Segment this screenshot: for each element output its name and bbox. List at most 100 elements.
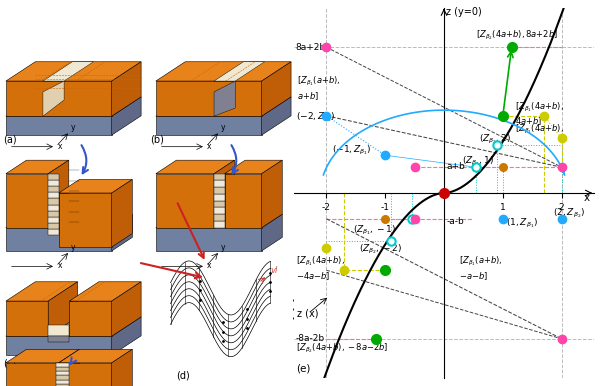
Polygon shape <box>6 97 141 116</box>
Text: $[Z_{\beta_1}(a{+}b),$
$a{+}b]$: $[Z_{\beta_1}(a{+}b),$ $a{+}b]$ <box>297 75 341 102</box>
Bar <box>48 217 59 223</box>
Polygon shape <box>112 62 141 116</box>
Polygon shape <box>6 160 69 174</box>
Text: (e): (e) <box>296 363 310 373</box>
Bar <box>48 180 59 186</box>
Text: x: x <box>207 142 212 151</box>
Text: $(2, Z_{\beta_2})$: $(2, Z_{\beta_2})$ <box>553 207 585 220</box>
Bar <box>214 187 224 194</box>
Polygon shape <box>262 160 282 228</box>
Text: -a-b: -a-b <box>447 217 464 226</box>
Text: x: x <box>584 193 590 203</box>
Polygon shape <box>48 282 77 336</box>
Bar <box>214 221 224 228</box>
Text: y: y <box>71 347 76 356</box>
Polygon shape <box>6 174 48 228</box>
Bar <box>214 181 224 187</box>
Text: $[Z_{\beta_1}(4a{+}b),$: $[Z_{\beta_1}(4a{+}b),$ <box>515 123 563 136</box>
Polygon shape <box>6 317 141 336</box>
Text: $[Z_{\beta_1}(4a{+}b),$
$4a{+}b]$: $[Z_{\beta_1}(4a{+}b),$ $4a{+}b]$ <box>515 100 563 127</box>
Polygon shape <box>6 336 112 355</box>
Polygon shape <box>70 301 112 336</box>
Polygon shape <box>156 62 291 81</box>
Polygon shape <box>214 81 235 116</box>
Bar <box>48 174 59 180</box>
Bar <box>48 211 59 217</box>
Polygon shape <box>214 62 265 81</box>
Polygon shape <box>48 336 70 342</box>
Polygon shape <box>6 301 48 336</box>
Polygon shape <box>59 179 133 193</box>
Polygon shape <box>6 363 59 386</box>
Text: y: y <box>221 123 225 132</box>
Polygon shape <box>59 349 79 386</box>
Bar <box>48 192 59 198</box>
Polygon shape <box>156 214 282 228</box>
Text: x: x <box>58 261 62 270</box>
Polygon shape <box>6 214 133 228</box>
Polygon shape <box>156 81 262 116</box>
Polygon shape <box>156 97 291 116</box>
Text: $(1, Z_{\beta_1})$: $(1, Z_{\beta_1})$ <box>506 217 538 230</box>
Bar <box>214 194 224 201</box>
Text: z (x): z (x) <box>297 308 319 318</box>
Bar <box>214 174 224 181</box>
Text: z (y=0): z (y=0) <box>446 7 482 17</box>
Text: (b): (b) <box>150 135 164 145</box>
Text: x: x <box>58 366 62 374</box>
Polygon shape <box>262 97 291 135</box>
Polygon shape <box>48 160 69 228</box>
Polygon shape <box>112 214 133 251</box>
Polygon shape <box>156 228 262 251</box>
Polygon shape <box>59 349 133 363</box>
Text: $[Z_{\beta_2}(4a{+}b), -8a{-}2b]$: $[Z_{\beta_2}(4a{+}b), -8a{-}2b]$ <box>296 342 388 356</box>
Polygon shape <box>43 81 64 116</box>
Text: (a): (a) <box>3 135 17 145</box>
Polygon shape <box>6 62 141 81</box>
Polygon shape <box>112 349 133 386</box>
Text: y: y <box>71 123 76 132</box>
Bar <box>56 376 68 380</box>
Bar <box>48 223 59 229</box>
Polygon shape <box>112 179 133 247</box>
Polygon shape <box>6 349 79 363</box>
Bar <box>56 363 68 367</box>
Polygon shape <box>59 363 112 386</box>
Polygon shape <box>262 62 291 116</box>
Polygon shape <box>6 228 112 251</box>
Polygon shape <box>6 81 112 116</box>
Polygon shape <box>48 325 70 336</box>
Polygon shape <box>224 174 262 228</box>
Text: (d): (d) <box>176 370 190 380</box>
Bar <box>56 371 68 376</box>
Text: $(-1, Z_{\beta_1})$: $(-1, Z_{\beta_1})$ <box>332 144 372 157</box>
Polygon shape <box>59 193 112 247</box>
Polygon shape <box>43 62 94 81</box>
Polygon shape <box>70 282 141 301</box>
Text: $[Z_{\beta_1}(4a{+}b),$
$-4a{-}b]$: $[Z_{\beta_1}(4a{+}b),$ $-4a{-}b]$ <box>296 255 344 282</box>
Bar <box>56 384 68 386</box>
Polygon shape <box>112 97 141 135</box>
Polygon shape <box>6 282 77 301</box>
Bar <box>214 201 224 208</box>
Bar <box>48 205 59 211</box>
Text: $[Z_{\beta_1}(a{+}b),$
$-a{-}b]$: $[Z_{\beta_1}(a{+}b),$ $-a{-}b]$ <box>459 255 502 282</box>
Polygon shape <box>112 317 141 355</box>
Bar <box>48 186 59 192</box>
Bar <box>48 198 59 205</box>
Bar <box>214 208 224 214</box>
Bar <box>56 380 68 384</box>
Polygon shape <box>112 282 141 336</box>
Text: x: x <box>207 261 212 270</box>
Bar <box>56 367 68 371</box>
Text: $(Z_{\beta_1}, -1)$: $(Z_{\beta_1}, -1)$ <box>353 224 396 237</box>
Text: $vl$: $vl$ <box>271 264 280 275</box>
Polygon shape <box>214 160 235 228</box>
Polygon shape <box>156 160 235 174</box>
Text: x: x <box>58 142 62 151</box>
Bar <box>48 229 59 235</box>
Text: (c): (c) <box>3 359 16 369</box>
Text: $(Z_{\beta_2}, 2)$: $(Z_{\beta_2}, 2)$ <box>479 133 511 146</box>
Text: $[Z_{\beta_2}(4a{+}b), 8a{+}2b]$: $[Z_{\beta_2}(4a{+}b), 8a{+}2b]$ <box>476 29 559 42</box>
Polygon shape <box>6 116 112 135</box>
